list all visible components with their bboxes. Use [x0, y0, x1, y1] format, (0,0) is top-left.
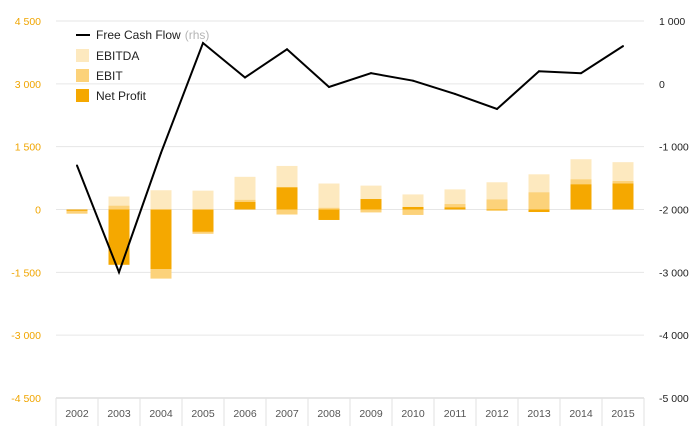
x-tick-label: 2005 — [191, 408, 215, 420]
ebitda-bar — [402, 194, 424, 210]
x-tick-label: 2015 — [611, 408, 635, 420]
free-cash-flow-point — [580, 72, 582, 75]
free-cash-flow-point — [244, 76, 246, 79]
x-tick-label: 2003 — [107, 408, 131, 420]
legend-label-free-cash-flow: Free Cash Flow (rhs) — [96, 28, 209, 42]
net-profit-bar — [150, 209, 172, 269]
legend-label-ebitda: EBITDA — [96, 49, 139, 63]
net-profit-bar — [192, 209, 214, 232]
legend: Free Cash Flow (rhs) EBITDA EBIT Net Profit — [76, 28, 209, 103]
net-profit-bar — [234, 201, 256, 210]
y-left-tick-label: 4 500 — [15, 16, 41, 28]
free-cash-flow-line — [76, 41, 624, 276]
ebit-bar — [402, 209, 424, 215]
y-left-tick-label: -1 500 — [11, 267, 41, 279]
ebitda-bar — [318, 183, 340, 210]
x-tick-label: 2014 — [569, 408, 593, 420]
x-tick-label: 2002 — [65, 408, 89, 420]
free-cash-flow-point — [76, 164, 78, 167]
y-right-tick-label: 0 — [659, 79, 665, 91]
net-profit-bar — [402, 206, 424, 210]
y-right-tick-label: -4 000 — [659, 330, 689, 342]
free-cash-flow-point — [370, 72, 372, 75]
free-cash-flow-point — [454, 92, 456, 95]
y-right-tick-label: -3 000 — [659, 267, 689, 279]
x-tick-label: 2011 — [444, 408, 467, 420]
free-cash-flow-point — [286, 48, 288, 51]
y-right-tick-label: 1 000 — [659, 16, 685, 28]
legend-swatch-ebitda — [76, 49, 89, 62]
net-profit-bar — [66, 209, 88, 211]
x-tick-label: 2007 — [275, 408, 299, 420]
free-cash-flow-point — [160, 151, 162, 154]
legend-swatch-ebit — [76, 69, 89, 82]
net-profit-bar — [444, 207, 466, 210]
y-left-tick-label: -3 000 — [11, 330, 41, 342]
x-tick-label: 2013 — [527, 408, 551, 420]
ebit-bar — [66, 209, 88, 214]
ebit-bar — [528, 192, 550, 210]
y-right-tick-label: -2 000 — [659, 205, 689, 217]
x-tick-label: 2004 — [149, 408, 173, 420]
gridlines — [56, 20, 644, 399]
free-cash-flow-point — [496, 107, 498, 110]
ebitda-bar — [150, 190, 172, 210]
free-cash-flow-point — [118, 271, 120, 274]
ebit-bar — [360, 209, 382, 213]
free-cash-flow-point — [202, 41, 204, 44]
net-profit-bar — [570, 184, 592, 210]
free-cash-flow-polyline — [76, 41, 624, 276]
net-profit-bar — [360, 199, 382, 210]
net-profit-bar — [108, 209, 130, 265]
y-right-tick-label: -5 000 — [659, 393, 689, 405]
legend-label-net-profit: Net Profit — [96, 89, 147, 103]
axes: -4 500 -3 000 -1 500 0 1 500 3 000 4 500 -5 000… — [11, 16, 689, 426]
y-left-tick-label: -4 500 — [11, 393, 41, 405]
legend-label-ebit: EBIT — [96, 69, 123, 83]
net-profit-bar — [318, 209, 340, 220]
ebit-bar — [486, 199, 508, 210]
legend-swatch-net-profit — [76, 89, 89, 102]
y-left-tick-label: 3 000 — [15, 79, 41, 91]
net-profit-bar — [486, 209, 508, 211]
ebit-bar — [444, 204, 466, 210]
net-profit-bar — [528, 209, 550, 213]
ebit-bar — [276, 209, 298, 215]
y-left-tick-label: 0 — [35, 205, 41, 217]
ebitda-bar — [192, 190, 214, 210]
free-cash-flow-point — [538, 70, 540, 73]
x-tick-label: 2006 — [233, 408, 257, 420]
x-tick-label: 2008 — [317, 408, 341, 420]
bars — [66, 159, 634, 279]
x-tick-label: 2012 — [485, 408, 509, 420]
ebit-bar — [108, 205, 130, 210]
net-profit-bar — [612, 183, 634, 210]
y-left-tick-label: 1 500 — [15, 142, 41, 154]
net-profit-bar — [276, 187, 298, 210]
free-cash-flow-point — [412, 79, 414, 82]
x-tick-label: 2009 — [359, 408, 383, 420]
free-cash-flow-point — [328, 85, 330, 88]
ebit-bar — [318, 207, 340, 210]
free-cash-flow-point — [622, 45, 624, 48]
y-right-tick-label: -1 000 — [659, 142, 689, 154]
x-tick-label: 2010 — [401, 408, 425, 420]
